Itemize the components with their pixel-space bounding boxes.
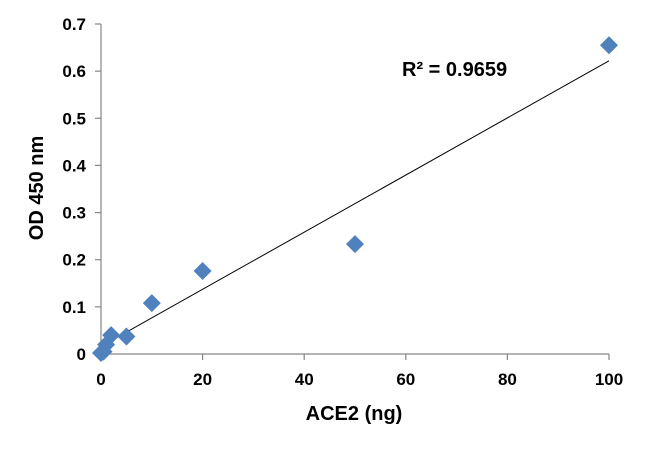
- y-tick-label: 0.3: [62, 204, 86, 223]
- x-tick-label: 80: [498, 370, 517, 389]
- data-point: [346, 235, 364, 254]
- x-tick-label: 20: [193, 370, 212, 389]
- y-tick-label: 0.2: [62, 251, 86, 270]
- x-tick-label: 100: [595, 370, 623, 389]
- data-point: [142, 294, 161, 313]
- data-point: [193, 262, 212, 281]
- y-axis-title: OD 450 nm: [26, 136, 48, 240]
- y-tick-label: 0.1: [62, 298, 86, 317]
- y-tick-label: 0.5: [62, 109, 86, 128]
- axes: [95, 23, 610, 360]
- x-tick-label: 0: [96, 370, 105, 389]
- y-tick-label: 0: [77, 345, 86, 364]
- y-tick-label: 0.7: [62, 15, 86, 34]
- x-axis-title: ACE2 (ng): [306, 403, 403, 425]
- x-tick-label: 60: [396, 370, 415, 389]
- trendline-layer: [100, 60, 610, 347]
- data-point: [600, 36, 618, 55]
- y-tick-label: 0.6: [62, 62, 86, 81]
- data-point: [102, 326, 121, 345]
- trendline: [100, 60, 610, 347]
- y-tick-label: 0.4: [62, 156, 86, 175]
- data-point: [117, 327, 136, 346]
- data-points: [92, 36, 618, 363]
- tick-labels: 0 0.1 0.2 0.3 0.4 0.5 0.6 0.7 0 20 40 60 80 100: [62, 15, 623, 389]
- r-squared-annotation: R² = 0.9659: [402, 59, 507, 81]
- x-tick-label: 40: [295, 370, 314, 389]
